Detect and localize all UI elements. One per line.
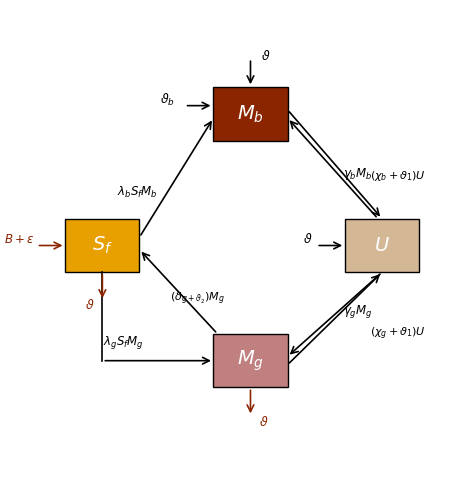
Text: $\vartheta$: $\vartheta$ — [261, 49, 270, 63]
Text: $(\chi_b + \vartheta_1)U$: $(\chi_b + \vartheta_1)U$ — [370, 168, 425, 183]
Text: $\gamma_g M_g$: $\gamma_g M_g$ — [343, 303, 373, 320]
Text: $\vartheta_b$: $\vartheta_b$ — [159, 91, 174, 108]
FancyBboxPatch shape — [213, 87, 288, 140]
Text: $U$: $U$ — [374, 236, 390, 255]
Text: $\vartheta$: $\vartheta$ — [303, 232, 312, 246]
Text: $S_f$: $S_f$ — [92, 235, 113, 256]
Text: $\lambda_b S_f M_b$: $\lambda_b S_f M_b$ — [117, 185, 158, 199]
Text: $M_g$: $M_g$ — [237, 349, 264, 373]
Text: $\vartheta$: $\vartheta$ — [85, 298, 94, 312]
FancyBboxPatch shape — [345, 219, 419, 272]
FancyBboxPatch shape — [65, 219, 139, 272]
Text: $B+\epsilon$: $B+\epsilon$ — [4, 233, 35, 246]
Text: $\gamma_b M_b$: $\gamma_b M_b$ — [343, 165, 373, 182]
Text: $\vartheta$: $\vartheta$ — [259, 415, 268, 430]
Text: $(\delta_{g+\vartheta_2})M_g$: $(\delta_{g+\vartheta_2})M_g$ — [170, 291, 225, 307]
Text: $\lambda_g S_f M_g$: $\lambda_g S_f M_g$ — [102, 334, 143, 351]
FancyBboxPatch shape — [213, 334, 288, 387]
Text: $(\chi_g + \vartheta_1)U$: $(\chi_g + \vartheta_1)U$ — [370, 326, 425, 342]
Text: $M_b$: $M_b$ — [237, 103, 264, 125]
